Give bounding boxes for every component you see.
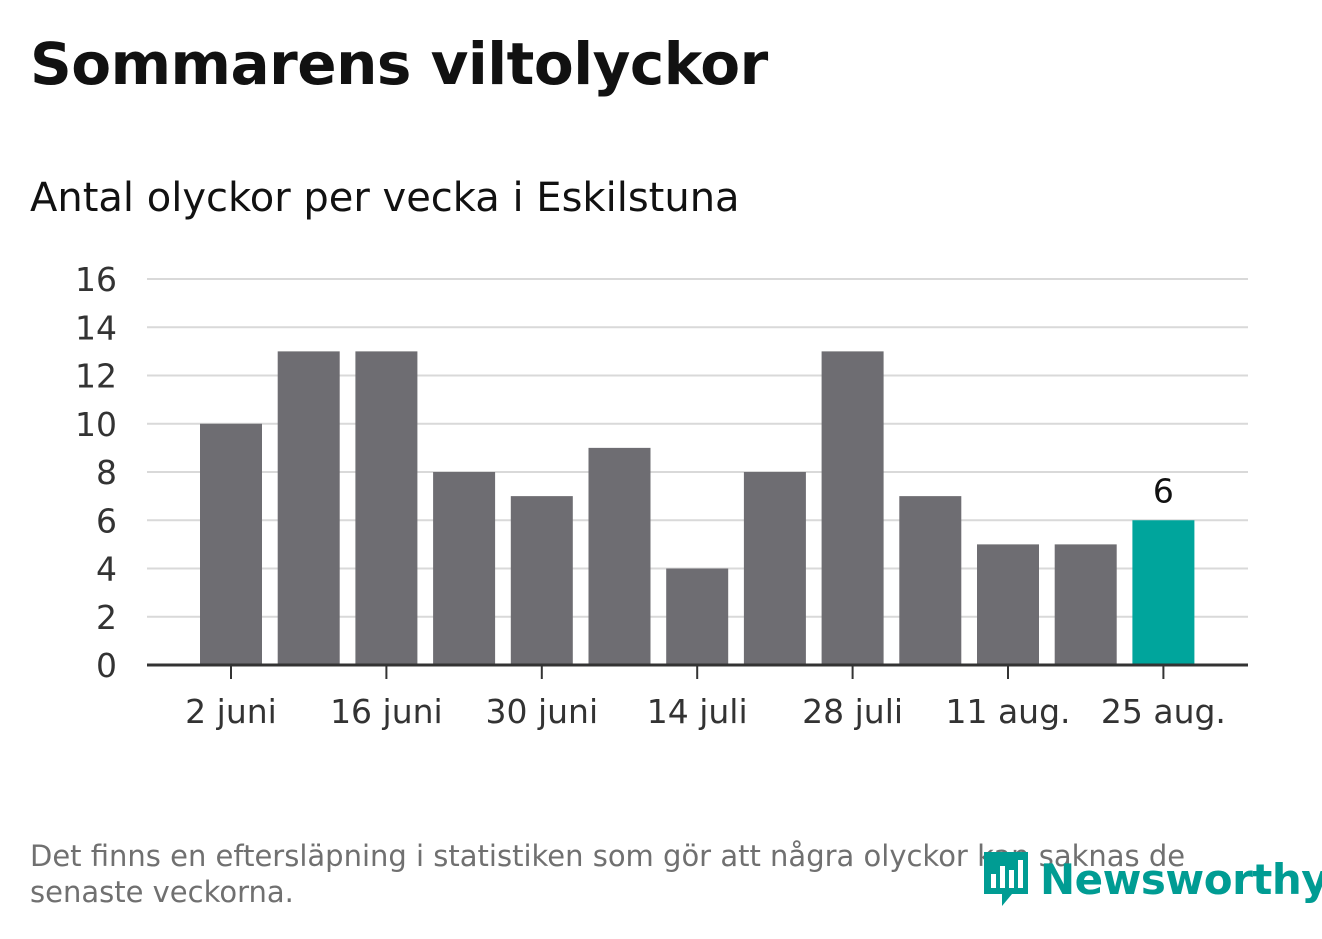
x-tick-label: 16 juni [330,692,443,731]
bar [977,544,1039,665]
bar [666,568,729,665]
y-tick-label: 0 [96,646,117,685]
x-tick-label: 14 juli [647,692,748,731]
y-tick-label: 4 [96,550,117,589]
bar [1132,520,1195,665]
x-tick-label: 25 aug. [1101,692,1226,731]
x-tick-label: 11 aug. [945,692,1070,731]
bar [200,423,262,665]
bar [899,496,962,665]
y-tick-label: 6 [96,501,117,540]
y-tick-label: 2 [96,598,117,637]
y-tick-label: 14 [75,308,117,347]
newsworthy-logo-icon [984,852,1028,906]
y-tick-label: 12 [75,357,117,396]
y-tick-label: 10 [75,405,117,444]
chart-subtitle: Antal olyckor per vecka i Eskilstuna [30,175,740,221]
x-tick-label: 30 juni [485,692,598,731]
y-tick-label: 16 [75,260,117,299]
bar [510,496,573,665]
bar [277,351,340,665]
bar [821,351,884,665]
brand-logo: Newsworthy [980,848,1322,910]
y-tick-label: 8 [96,453,117,492]
x-tick-label: 2 juni [185,692,277,731]
brand-name: Newsworthy [1040,854,1322,904]
bar-chart: 0 2 4 6 8 10 12 14 16 6 2 juni 16 juni 30 juni 14 jul… [75,260,1248,731]
x-tick-label: 28 juli [802,692,903,731]
bar [588,447,651,665]
chart-title: Sommarens viltolyckor [30,30,768,98]
bar [1054,544,1117,665]
bar [743,472,806,665]
bar [433,472,496,665]
data-label: 6 [1153,471,1174,510]
bar [355,351,418,665]
